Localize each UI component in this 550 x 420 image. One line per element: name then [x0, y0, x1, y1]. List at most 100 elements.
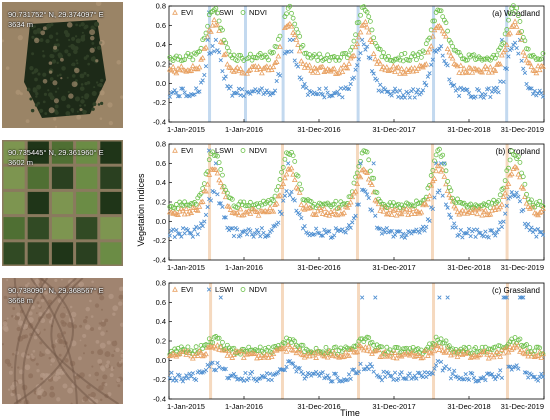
lswi-point	[378, 82, 383, 87]
lswi-point	[420, 88, 426, 93]
evi-point	[300, 60, 306, 67]
lswi-point	[292, 58, 297, 63]
grass-texture	[99, 295, 105, 301]
lswi-point	[246, 376, 251, 381]
grass-texture	[24, 298, 31, 305]
evi-point	[425, 49, 431, 55]
lswi-point	[200, 78, 205, 83]
y-tick-label: -0.2	[153, 236, 166, 245]
evi-point	[431, 175, 438, 181]
x-tick-label: 1-Jan-2016	[225, 263, 263, 272]
evi-point	[201, 352, 208, 358]
grass-texture	[63, 345, 66, 348]
ndvi-point	[220, 339, 225, 345]
legend-label: NDVI	[249, 146, 267, 155]
evi-point	[472, 206, 479, 213]
lswi-point	[429, 62, 434, 67]
ndvi-point	[410, 203, 416, 209]
ndvi-point	[290, 15, 296, 21]
woodland-image	[2, 2, 123, 128]
grass-texture	[120, 286, 123, 291]
lswi-point	[379, 231, 384, 236]
evi-point	[392, 206, 398, 212]
grass-texture	[67, 387, 74, 394]
evi-point	[515, 171, 522, 177]
ndvi-point	[277, 177, 283, 182]
grass-texture	[58, 353, 62, 357]
evi-point	[217, 343, 224, 350]
evi-point	[462, 350, 469, 356]
lswi-point	[254, 227, 260, 233]
ndvi-point	[412, 203, 418, 209]
lswi-point	[320, 370, 325, 375]
grass-texture	[99, 342, 106, 349]
ndvi-point	[399, 51, 405, 57]
terrain-dot	[53, 98, 59, 104]
tree-dot	[86, 73, 90, 77]
lswi-point	[299, 216, 304, 221]
ndvi-point	[455, 49, 460, 55]
evi-point	[272, 59, 278, 65]
evi-point	[352, 43, 359, 50]
evi-point	[426, 46, 433, 52]
lswi-point	[514, 190, 519, 195]
grass-texture	[116, 378, 121, 383]
grass-texture	[6, 279, 9, 282]
lswi-point	[389, 373, 394, 379]
lswi-point	[271, 91, 276, 96]
grass-texture	[28, 311, 33, 316]
evi-point	[380, 63, 387, 70]
tree-dot	[37, 101, 40, 105]
lswi-point	[537, 229, 542, 235]
ndvi-point	[215, 10, 220, 16]
tree-dot	[91, 41, 95, 45]
grass-texture	[17, 379, 23, 385]
tree-dot	[67, 52, 71, 57]
evi-point	[209, 344, 216, 350]
crop-field	[100, 242, 122, 265]
tree-dot	[31, 71, 35, 75]
evi-point	[221, 51, 227, 58]
tree-dot	[42, 100, 46, 104]
tree-dot	[71, 36, 76, 41]
lswi-point	[503, 295, 508, 300]
evi-point	[492, 67, 499, 73]
evi-point	[339, 211, 346, 217]
grass-texture	[34, 279, 40, 285]
lswi-point	[312, 232, 317, 237]
terrain-dot	[48, 70, 53, 74]
lswi-point	[256, 90, 261, 95]
evi-point	[308, 67, 315, 73]
evi-point	[203, 350, 209, 357]
evi-point	[403, 205, 410, 212]
ndvi-point	[460, 349, 465, 354]
lswi-point	[422, 228, 427, 233]
tree-dot	[29, 97, 33, 101]
terrain-dot	[107, 102, 113, 108]
grass-texture	[24, 284, 29, 288]
x-tick-label: 1-Jan-2016	[225, 402, 263, 411]
evi-point	[536, 66, 543, 73]
woodland-photo-elevation: 3634 m	[8, 20, 34, 29]
lswi-point	[330, 379, 335, 384]
legend-marker	[172, 147, 178, 153]
evi-point	[286, 20, 293, 27]
highlight-band	[357, 283, 361, 399]
grass-texture	[4, 358, 11, 365]
evi-point	[398, 210, 405, 217]
lswi-point	[379, 89, 384, 94]
evi-point	[503, 183, 510, 189]
lswi-point	[258, 376, 263, 381]
lswi-point	[501, 295, 506, 300]
grass-texture	[30, 353, 33, 356]
lswi-point	[338, 86, 343, 91]
ndvi-point	[229, 196, 235, 202]
evi-point	[193, 350, 199, 356]
ndvi-point	[441, 161, 447, 167]
lswi-point	[498, 79, 503, 84]
grass-texture	[82, 319, 88, 324]
lswi-point	[263, 375, 268, 380]
grass-texture	[100, 331, 105, 336]
crop-field	[27, 191, 49, 215]
lswi-point	[185, 228, 191, 233]
